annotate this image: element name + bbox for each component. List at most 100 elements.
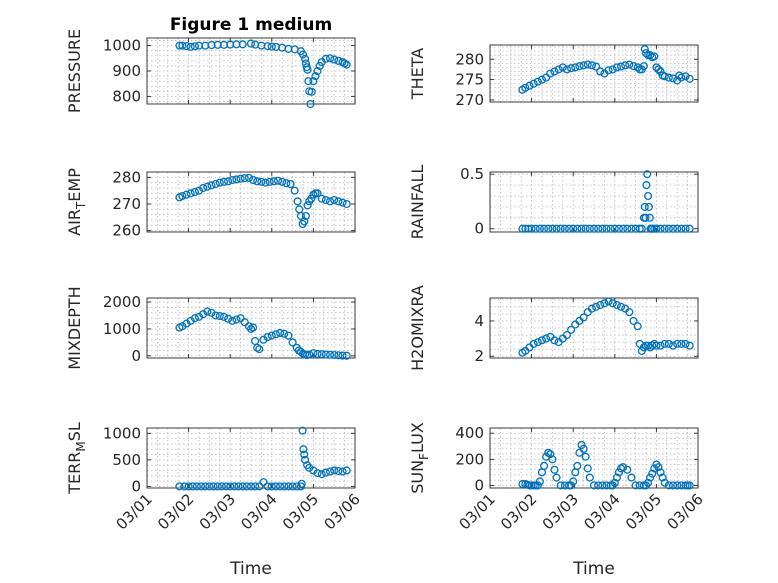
- y-axis-label: AIRTEMP: [65, 168, 88, 236]
- data-point: [554, 65, 563, 74]
- data-point: [207, 181, 216, 190]
- data-point: [255, 345, 264, 354]
- data-point: [629, 62, 638, 71]
- axes-box: [489, 297, 699, 359]
- data-point: [300, 217, 309, 226]
- x-tick-label: 03/03: [196, 490, 239, 533]
- data-point: [540, 461, 549, 470]
- data-point: [562, 65, 572, 74]
- y-tick-label: 2: [474, 347, 484, 365]
- data-point: [342, 351, 351, 360]
- data-point: [186, 189, 195, 198]
- data-point: [573, 224, 582, 233]
- axes-box: [146, 427, 356, 489]
- y-tick-label: 280: [112, 168, 141, 186]
- data-point: [579, 61, 588, 70]
- y-tick-label: 270: [455, 91, 484, 109]
- data-point: [562, 331, 572, 340]
- data-point: [644, 202, 653, 211]
- data-point: [203, 307, 212, 316]
- data-point: [552, 473, 561, 482]
- data-point: [619, 463, 628, 472]
- data-point: [175, 482, 184, 491]
- data-point: [330, 466, 339, 475]
- x-tick-label: 03/06: [664, 490, 707, 533]
- data-point: [581, 452, 590, 461]
- data-point: [313, 469, 322, 478]
- y-tick-label: 2000: [103, 293, 141, 311]
- data-point: [637, 224, 646, 233]
- data-point: [542, 73, 551, 82]
- subplot-1: 800 900 1000 PRESSURE: [65, 29, 356, 113]
- data-point: [606, 224, 615, 233]
- data-point: [685, 224, 694, 233]
- data-point: [284, 331, 293, 340]
- data-point: [567, 64, 576, 73]
- data-point: [203, 182, 212, 191]
- data-point: [660, 339, 669, 348]
- data-point: [211, 311, 220, 320]
- data-point: [633, 322, 642, 331]
- data-point: [646, 51, 655, 60]
- data-point: [668, 224, 678, 233]
- data-point: [525, 81, 534, 90]
- data-point: [550, 465, 559, 474]
- y-tick-label: 0: [474, 220, 484, 238]
- data-point: [232, 175, 241, 184]
- data-point: [321, 468, 330, 477]
- data-point: [654, 65, 663, 74]
- data-point: [180, 482, 189, 491]
- y-tick-label: 500: [112, 451, 141, 469]
- x-tick-label: 03/05: [622, 490, 665, 533]
- data-point: [240, 318, 249, 327]
- data-point: [342, 60, 351, 69]
- data-point: [186, 42, 195, 51]
- data-point: [325, 197, 335, 206]
- axes-box: [146, 171, 356, 233]
- data-point: [564, 224, 574, 233]
- data-point: [290, 186, 299, 195]
- data-point: [321, 54, 330, 63]
- data-point: [232, 315, 241, 324]
- subplot-6: 2 4 H2OMIXRA: [408, 285, 699, 371]
- subplot-5: 0 1000 2000 MIXDEPTH: [65, 286, 356, 370]
- data-point: [267, 331, 276, 340]
- data-point: [273, 176, 283, 185]
- data-point: [650, 464, 659, 473]
- data-point: [652, 224, 661, 233]
- data-point: [299, 445, 308, 454]
- data-point: [664, 224, 673, 233]
- data-point: [660, 478, 669, 487]
- data-point: [552, 224, 561, 233]
- data-point: [330, 350, 339, 360]
- data-point: [556, 481, 565, 490]
- data-point: [190, 187, 199, 197]
- y-tick-label: 200: [455, 450, 484, 468]
- data-point: [300, 450, 309, 459]
- data-point: [664, 339, 673, 348]
- data-point: [550, 67, 559, 76]
- y-axis-label: MIXDEPTH: [65, 286, 84, 369]
- data-point: [673, 339, 682, 348]
- data-point: [608, 299, 617, 308]
- data-point: [217, 482, 226, 491]
- data-point: [542, 334, 551, 343]
- data-point: [249, 175, 258, 185]
- data-point: [269, 177, 278, 186]
- data-point: [677, 339, 686, 348]
- data-point: [645, 213, 654, 222]
- data-point: [211, 179, 220, 189]
- data-point: [623, 465, 632, 474]
- y-tick-label: 4: [474, 312, 484, 330]
- data-point: [668, 481, 678, 490]
- data-point: [614, 224, 624, 233]
- y-tick-label: 1000: [103, 424, 141, 442]
- data-point: [604, 297, 613, 306]
- data-point: [548, 224, 557, 233]
- data-point: [652, 341, 661, 350]
- data-point: [623, 224, 632, 233]
- figure-title: Figure 1 medium: [170, 15, 332, 35]
- y-axis-label: RAINFALL: [408, 165, 427, 240]
- data-point: [677, 224, 686, 233]
- data-point: [182, 190, 191, 199]
